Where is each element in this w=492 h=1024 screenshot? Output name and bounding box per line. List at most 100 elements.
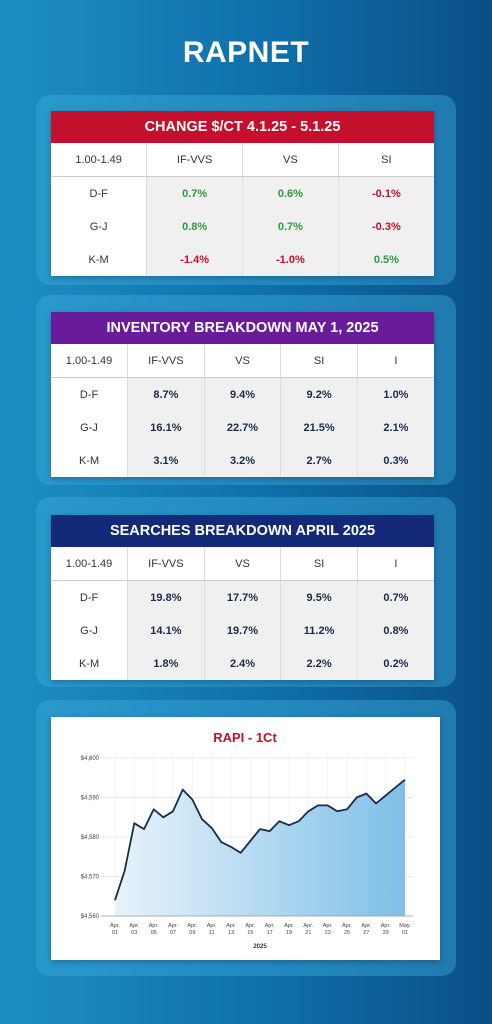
value-cell: 0.8% xyxy=(146,210,243,243)
table-row: D-F 8.7% 9.4% 9.2% 1.0% xyxy=(51,377,434,411)
logo: RAPNET xyxy=(182,36,310,69)
chart: RAPI - 1Ct 2025 $4,560 $4,570 $4,580 $4,590… xyxy=(81,730,413,950)
x-tick-label: Apr. 23 xyxy=(323,923,333,936)
table-title: SEARCHES BREAKDOWN APRIL 2025 xyxy=(51,515,434,547)
value-cell: 2.2% xyxy=(280,647,358,680)
header-cell: 1.00-1.49 xyxy=(51,344,128,378)
value-cell: 19.8% xyxy=(127,580,205,614)
value-cell: 0.7% xyxy=(242,210,339,243)
value-cell: 0.5% xyxy=(337,243,434,276)
row-label: D-F xyxy=(51,377,128,411)
x-tick-label: May. 01 xyxy=(399,923,411,936)
value-cell: 11.2% xyxy=(280,614,358,647)
value-cell: 1.0% xyxy=(356,377,434,411)
x-axis-label: 2025 xyxy=(253,944,267,950)
row-label: G-J xyxy=(51,411,128,444)
x-tick-label: Apr. 25 xyxy=(342,923,352,936)
x-tick-label: Apr. 19 xyxy=(284,923,294,936)
table: 1.00-1.49 IF-VVS VS SI I D-F 8.7% 9.4% 9.2% 1.0% G… xyxy=(51,344,434,477)
table-card: SEARCHES BREAKDOWN APRIL 2025 1.00-1.49 IF… xyxy=(51,515,434,680)
header-cell: IF-VVS xyxy=(127,547,205,581)
chart-title: RAPI - 1Ct xyxy=(213,730,277,745)
x-tick-label: Apr. 13 xyxy=(226,923,236,936)
header-cell: SI xyxy=(280,344,358,378)
value-cell: -0.1% xyxy=(337,176,434,210)
x-tick-label: Apr. 27 xyxy=(361,923,371,936)
header-cell: IF-VVS xyxy=(146,143,243,177)
table: 1.00-1.49 IF-VVS VS SI I D-F 19.8% 17.7% 9.5% 0.7… xyxy=(51,547,434,680)
y-tick-label: $4,560 xyxy=(81,914,100,920)
x-tick-label: Apr. 07 xyxy=(168,923,178,936)
value-cell: 0.3% xyxy=(356,444,434,477)
value-cell: 1.8% xyxy=(127,647,205,680)
value-cell: 0.8% xyxy=(356,614,434,647)
row-label: K-M xyxy=(51,444,128,477)
x-tick-label: Apr. 09 xyxy=(187,923,197,936)
table-row: G-J 0.8% 0.7% -0.3% xyxy=(51,210,434,243)
table-row: K-M 1.8% 2.4% 2.2% 0.2% xyxy=(51,647,434,680)
y-tick-label: $4,590 xyxy=(81,796,100,802)
table-card: CHANGE $/CT 4.1.25 - 5.1.25 1.00-1.49 IF-V… xyxy=(51,111,434,276)
value-cell: 0.2% xyxy=(356,647,434,680)
value-cell: -1.4% xyxy=(146,243,243,276)
header-cell: SI xyxy=(280,547,358,581)
table: 1.00-1.49 IF-VVS VS SI D-F 0.7% 0.6% -0.1% G-J 0.… xyxy=(51,143,434,276)
value-cell: 0.7% xyxy=(146,176,243,210)
x-tick-label: Apr. 05 xyxy=(149,923,159,936)
x-tick-label: Apr. 29 xyxy=(381,923,391,936)
header-row: 1.00-1.49 IF-VVS VS SI I xyxy=(51,547,434,581)
value-cell: 8.7% xyxy=(127,377,205,411)
value-cell: 19.7% xyxy=(203,614,281,647)
y-tick-label: $4,600 xyxy=(81,756,100,762)
x-tick-label: Apr. 15 xyxy=(245,923,255,936)
table-row: D-F 19.8% 17.7% 9.5% 0.7% xyxy=(51,580,434,614)
y-tick-label: $4,570 xyxy=(81,875,100,881)
value-cell: 14.1% xyxy=(127,614,205,647)
value-cell: -1.0% xyxy=(242,243,339,276)
x-tick-label: Apr. 17 xyxy=(265,923,275,936)
header-cell: 1.00-1.49 xyxy=(51,143,147,177)
value-cell: 9.4% xyxy=(203,377,281,411)
value-cell: 9.2% xyxy=(280,377,358,411)
value-cell: 2.1% xyxy=(356,411,434,444)
row-label: G-J xyxy=(51,210,147,243)
value-cell: 2.4% xyxy=(203,647,281,680)
table-title: INVENTORY BREAKDOWN MAY 1, 2025 xyxy=(51,312,434,344)
x-tick-label: Apr. 01 xyxy=(110,923,120,936)
value-cell: 0.6% xyxy=(242,176,339,210)
row-label: G-J xyxy=(51,614,128,647)
header-cell: I xyxy=(356,547,434,581)
row-label: K-M xyxy=(51,647,128,680)
table-row: K-M -1.4% -1.0% 0.5% xyxy=(51,243,434,276)
header-cell: VS xyxy=(203,344,281,378)
value-cell: -0.3% xyxy=(337,210,434,243)
table-row: K-M 3.1% 3.2% 2.7% 0.3% xyxy=(51,444,434,477)
header-row: 1.00-1.49 IF-VVS VS SI I xyxy=(51,344,434,378)
value-cell: 3.1% xyxy=(127,444,205,477)
line xyxy=(114,779,406,901)
row-label: K-M xyxy=(51,243,147,276)
header-row: 1.00-1.49 IF-VVS VS SI xyxy=(51,143,434,177)
value-cell: 3.2% xyxy=(203,444,281,477)
value-cell: 9.5% xyxy=(280,580,358,614)
value-cell: 21.5% xyxy=(280,411,358,444)
value-cell: 16.1% xyxy=(127,411,205,444)
header-cell: 1.00-1.49 xyxy=(51,547,128,581)
chart-box: RAPI - 1Ct 2025 $4,560 $4,570 $4,580 $4,590… xyxy=(51,717,440,960)
value-cell: 0.7% xyxy=(356,580,434,614)
x-tick-label: Apr. 21 xyxy=(303,923,313,936)
value-cell: 2.7% xyxy=(280,444,358,477)
y-tick-label: $4,580 xyxy=(81,835,100,841)
value-cell: 17.7% xyxy=(203,580,281,614)
x-tick-label: Apr. 03 xyxy=(129,923,139,936)
header-cell: I xyxy=(356,344,434,378)
table-row: D-F 0.7% 0.6% -0.1% xyxy=(51,176,434,210)
header-cell: VS xyxy=(203,547,281,581)
area xyxy=(115,779,405,916)
x-tick-label: Apr. 11 xyxy=(207,923,217,936)
row-label: D-F xyxy=(51,176,147,210)
table-card: INVENTORY BREAKDOWN MAY 1, 2025 1.00-1.49… xyxy=(51,312,434,477)
table-title: CHANGE $/CT 4.1.25 - 5.1.25 xyxy=(51,111,434,143)
header-cell: SI xyxy=(337,143,434,177)
